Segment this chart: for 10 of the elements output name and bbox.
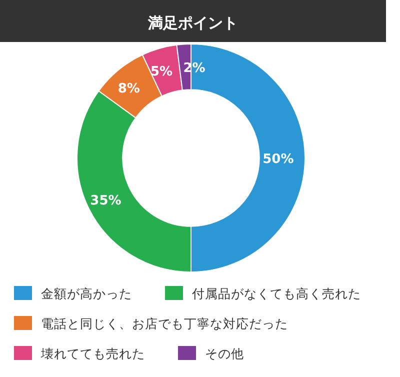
legend-label: 金額が高かった	[41, 286, 132, 301]
data-label: 5%	[150, 64, 173, 80]
data-label: 35%	[90, 193, 122, 208]
legend-label: 壊れてても売れた	[40, 346, 145, 361]
data-label: 50%	[262, 152, 294, 167]
chart-title: 満足ポイント	[147, 14, 238, 32]
data-label: 8%	[118, 82, 140, 97]
legend-label: 付属品がなくても高く売れた	[191, 286, 361, 301]
legend-label: 電話と同じく、お店でも丁寧な対応だった	[41, 316, 288, 331]
legend-label: その他	[205, 346, 244, 361]
